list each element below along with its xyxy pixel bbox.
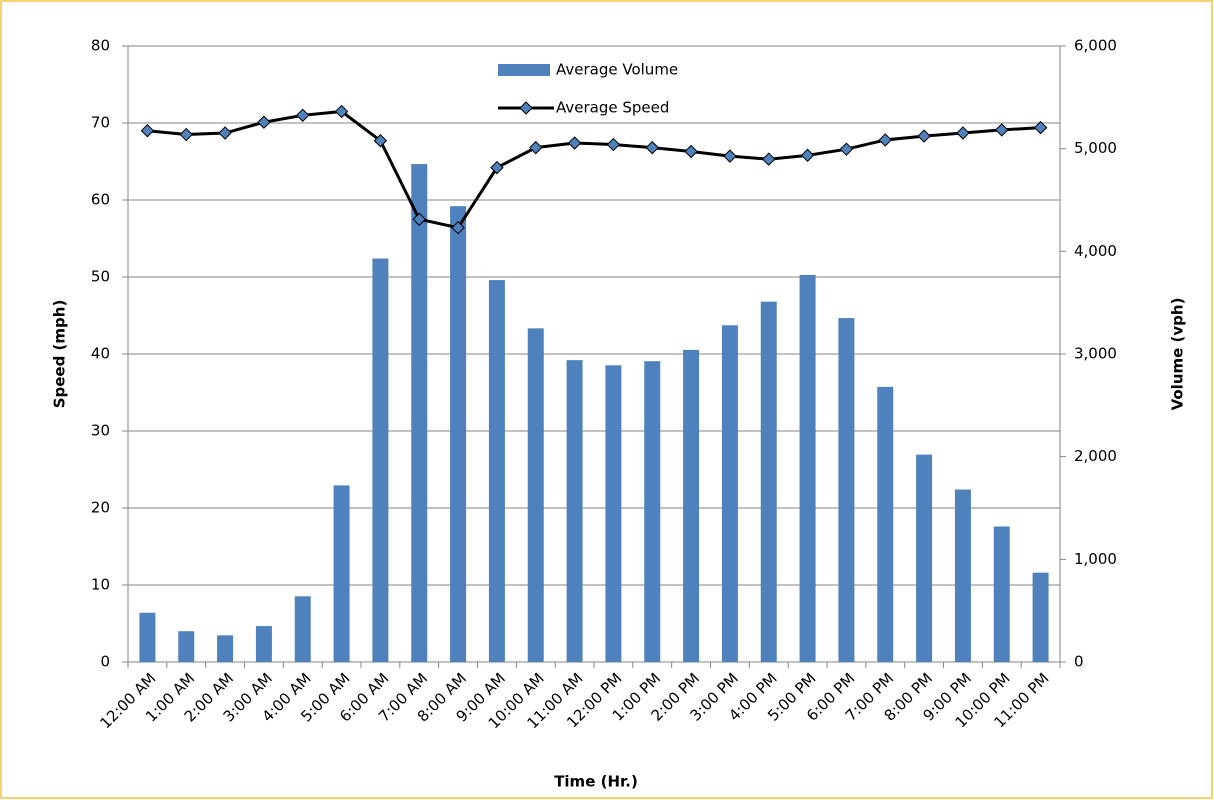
marker bbox=[296, 108, 310, 123]
bar bbox=[838, 318, 855, 662]
bar bbox=[527, 328, 544, 662]
marker bbox=[917, 129, 931, 143]
y-axis-title: Speed (mph) bbox=[51, 300, 69, 409]
marker bbox=[218, 126, 232, 140]
y2-tick-label: 5,000 bbox=[1074, 139, 1117, 157]
marker bbox=[373, 134, 388, 148]
marker bbox=[257, 115, 271, 129]
marker bbox=[1033, 120, 1048, 135]
bar bbox=[954, 489, 971, 662]
y-tick-label: 50 bbox=[91, 268, 110, 286]
bar bbox=[255, 626, 272, 662]
legend-swatch bbox=[498, 64, 550, 76]
marker bbox=[878, 133, 892, 147]
marker bbox=[839, 142, 854, 156]
bar bbox=[217, 635, 234, 662]
bar bbox=[566, 360, 583, 662]
marker bbox=[334, 104, 349, 119]
bar bbox=[644, 361, 661, 662]
y-tick-label: 40 bbox=[91, 345, 110, 363]
legend-label: Average Speed bbox=[556, 99, 669, 117]
marker bbox=[140, 123, 155, 138]
y2-axis-title: Volume (vph) bbox=[1169, 298, 1187, 411]
y2-tick-label: 6,000 bbox=[1074, 37, 1117, 55]
bar bbox=[721, 325, 738, 662]
legend-marker bbox=[519, 101, 533, 115]
bar bbox=[877, 386, 894, 662]
bar bbox=[683, 349, 700, 662]
bar bbox=[760, 301, 777, 662]
bar bbox=[1032, 572, 1049, 662]
marker bbox=[995, 123, 1009, 137]
y-tick-label: 80 bbox=[91, 37, 110, 55]
marker bbox=[762, 152, 776, 166]
bar bbox=[178, 631, 195, 662]
y-tick-label: 10 bbox=[91, 576, 110, 594]
marker bbox=[412, 212, 426, 226]
bar bbox=[993, 526, 1010, 662]
y-tick-label: 0 bbox=[100, 653, 110, 671]
bar bbox=[916, 454, 933, 662]
line bbox=[147, 109, 1041, 230]
marker bbox=[956, 126, 970, 140]
y2-tick-label: 2,000 bbox=[1074, 447, 1117, 465]
bar bbox=[372, 258, 389, 662]
y2-tick-label: 3,000 bbox=[1074, 345, 1117, 363]
bar bbox=[294, 596, 311, 662]
marker bbox=[490, 160, 504, 175]
legend-label: Average Volume bbox=[556, 61, 678, 79]
marker bbox=[451, 221, 465, 235]
bar bbox=[139, 612, 156, 662]
marker bbox=[567, 136, 582, 150]
bar bbox=[488, 280, 505, 662]
y-tick-label: 20 bbox=[91, 499, 110, 517]
y2-tick-label: 4,000 bbox=[1074, 242, 1117, 260]
marker bbox=[179, 127, 193, 142]
bar bbox=[450, 206, 467, 662]
y2-tick-label: 0 bbox=[1074, 653, 1084, 671]
x-axis-title: Time (Hr.) bbox=[554, 773, 638, 791]
y-tick-label: 30 bbox=[91, 422, 110, 440]
y-tick-label: 70 bbox=[91, 114, 110, 132]
y2-tick-label: 1,000 bbox=[1074, 550, 1117, 568]
bar bbox=[333, 485, 350, 662]
marker bbox=[645, 140, 659, 155]
marker bbox=[606, 137, 621, 152]
y-tick-label: 60 bbox=[91, 191, 110, 209]
bar bbox=[799, 274, 816, 662]
marker bbox=[723, 149, 737, 163]
bar bbox=[411, 164, 428, 663]
marker bbox=[684, 144, 698, 159]
bar bbox=[605, 365, 622, 662]
marker bbox=[529, 140, 543, 155]
marker bbox=[800, 148, 815, 163]
